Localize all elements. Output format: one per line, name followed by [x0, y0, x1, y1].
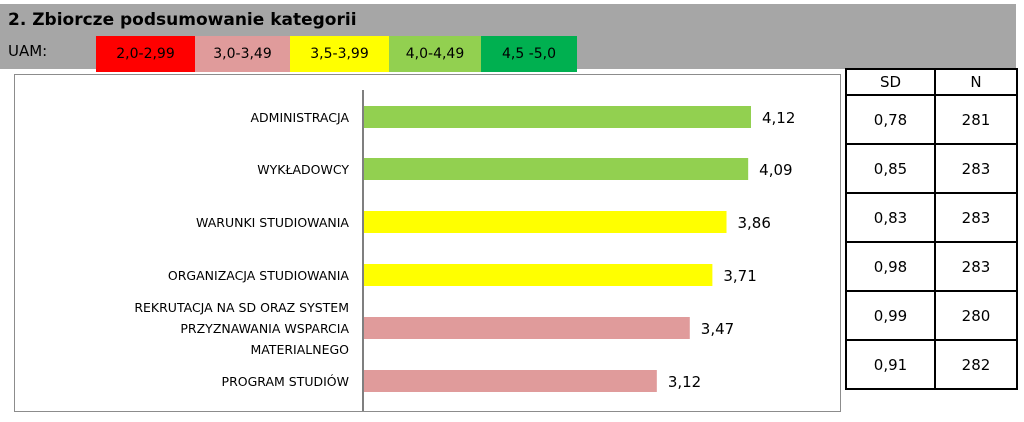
category-label: ORGANIZACJA STUDIOWANIA: [168, 268, 350, 283]
category-label: WYKŁADOWCY: [257, 162, 349, 177]
category-label: PROGRAM STUDIÓW: [222, 374, 349, 389]
table-cell-n: 281: [934, 94, 1018, 145]
value-label: 3,71: [723, 267, 756, 285]
bar: [363, 106, 751, 128]
bar: [363, 264, 713, 286]
value-label: 3,86: [738, 214, 771, 232]
table-cell-n: 283: [934, 192, 1018, 243]
section-title: 2. Zbiorcze podsumowanie kategorii: [8, 10, 357, 30]
table-row: 0,78 281: [845, 94, 1018, 145]
bar: [363, 370, 657, 392]
bar: [363, 317, 690, 339]
table-header-sd: SD: [845, 68, 936, 96]
value-label: 4,12: [762, 109, 795, 127]
color-scale-legend: 2,0-2,99 3,0-3,49 3,5-3,99 4,0-4,49 4,5 …: [96, 36, 577, 72]
table-cell-sd: 0,78: [845, 94, 936, 145]
table-cell-n: 283: [934, 241, 1018, 292]
value-label: 3,47: [701, 320, 734, 338]
section-header: 2. Zbiorcze podsumowanie kategorii UAM: …: [0, 4, 1016, 72]
category-label: WARUNKI STUDIOWANIA: [196, 215, 349, 230]
legend-item-range-4: 4,0-4,49: [389, 36, 481, 72]
table-row: 0,99 280: [845, 290, 1018, 341]
category-label: REKRUTACJA NA SD ORAZ SYSTEM PRZYZNAWANIA…: [134, 300, 349, 357]
bar-chart: ADMINISTRACJA 4,12 WYKŁADOWCY 4,09 WARUNKI S…: [134, 90, 795, 411]
bar-chart-frame: ADMINISTRACJA 4,12 WYKŁADOWCY 4,09 WARUNKI S…: [14, 74, 841, 412]
table-header-n: N: [934, 68, 1018, 96]
table-row: 0,91 282: [845, 339, 1018, 390]
category-label: ADMINISTRACJA: [250, 110, 349, 125]
table-cell-sd: 0,85: [845, 143, 936, 194]
table-cell-sd: 0,99: [845, 290, 936, 341]
stats-table: SD N 0,78 281 0,85 283 0,83 283 0,98 283…: [845, 68, 1018, 390]
table-header-row: SD N: [845, 68, 1018, 96]
table-cell-sd: 0,98: [845, 241, 936, 292]
table-cell-n: 282: [934, 339, 1018, 390]
value-label: 4,09: [759, 161, 792, 179]
table-row: 0,83 283: [845, 192, 1018, 243]
table-row: 0,85 283: [845, 143, 1018, 194]
legend-label: UAM:: [8, 42, 48, 60]
table-cell-n: 280: [934, 290, 1018, 341]
table-cell-n: 283: [934, 143, 1018, 194]
bar: [363, 211, 727, 233]
table-cell-sd: 0,83: [845, 192, 936, 243]
table-cell-sd: 0,91: [845, 339, 936, 390]
legend-item-range-3: 3,5-3,99: [290, 36, 389, 72]
value-label: 3,12: [668, 373, 701, 391]
table-row: 0,98 283: [845, 241, 1018, 292]
legend-item-range-2: 3,0-3,49: [195, 36, 290, 72]
bar: [363, 158, 749, 180]
legend-item-range-5: 4,5 -5,0: [481, 36, 577, 72]
legend-item-range-1: 2,0-2,99: [96, 36, 195, 72]
